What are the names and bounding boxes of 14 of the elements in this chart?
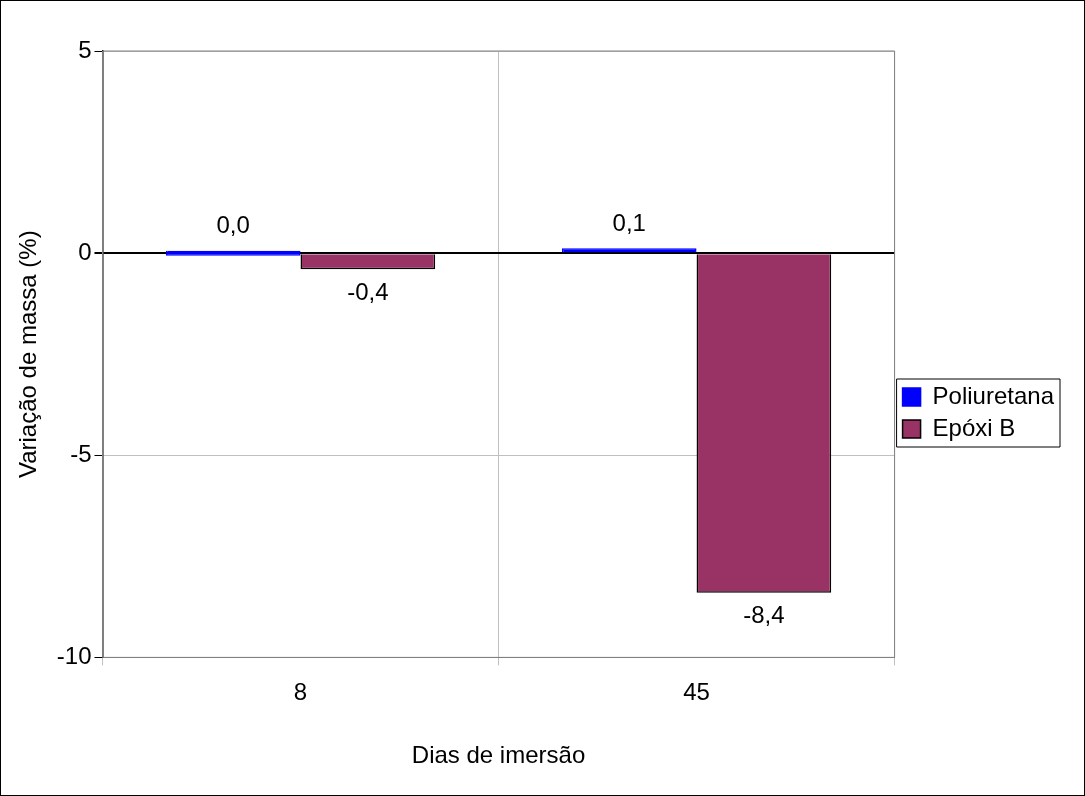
data-label: -8,4 xyxy=(743,601,785,629)
y-tick-label: -5 xyxy=(70,439,92,467)
data-label: 0,0 xyxy=(216,211,250,239)
y-axis-title: Variação de massa (%) xyxy=(14,230,42,479)
y-tick-label: 5 xyxy=(78,35,92,63)
data-label: -0,4 xyxy=(347,277,389,305)
x-tick-label: 45 xyxy=(683,678,710,706)
x-tick-label: 8 xyxy=(293,678,308,706)
legend-label: Epóxi B xyxy=(932,413,1016,441)
y-tick-label: 0 xyxy=(78,237,92,265)
data-label: 0,1 xyxy=(612,208,646,236)
y-tick-label: -10 xyxy=(56,642,92,670)
x-axis-title: Dias de imersão xyxy=(411,741,586,769)
legend-label: Poliuretana xyxy=(932,381,1055,409)
